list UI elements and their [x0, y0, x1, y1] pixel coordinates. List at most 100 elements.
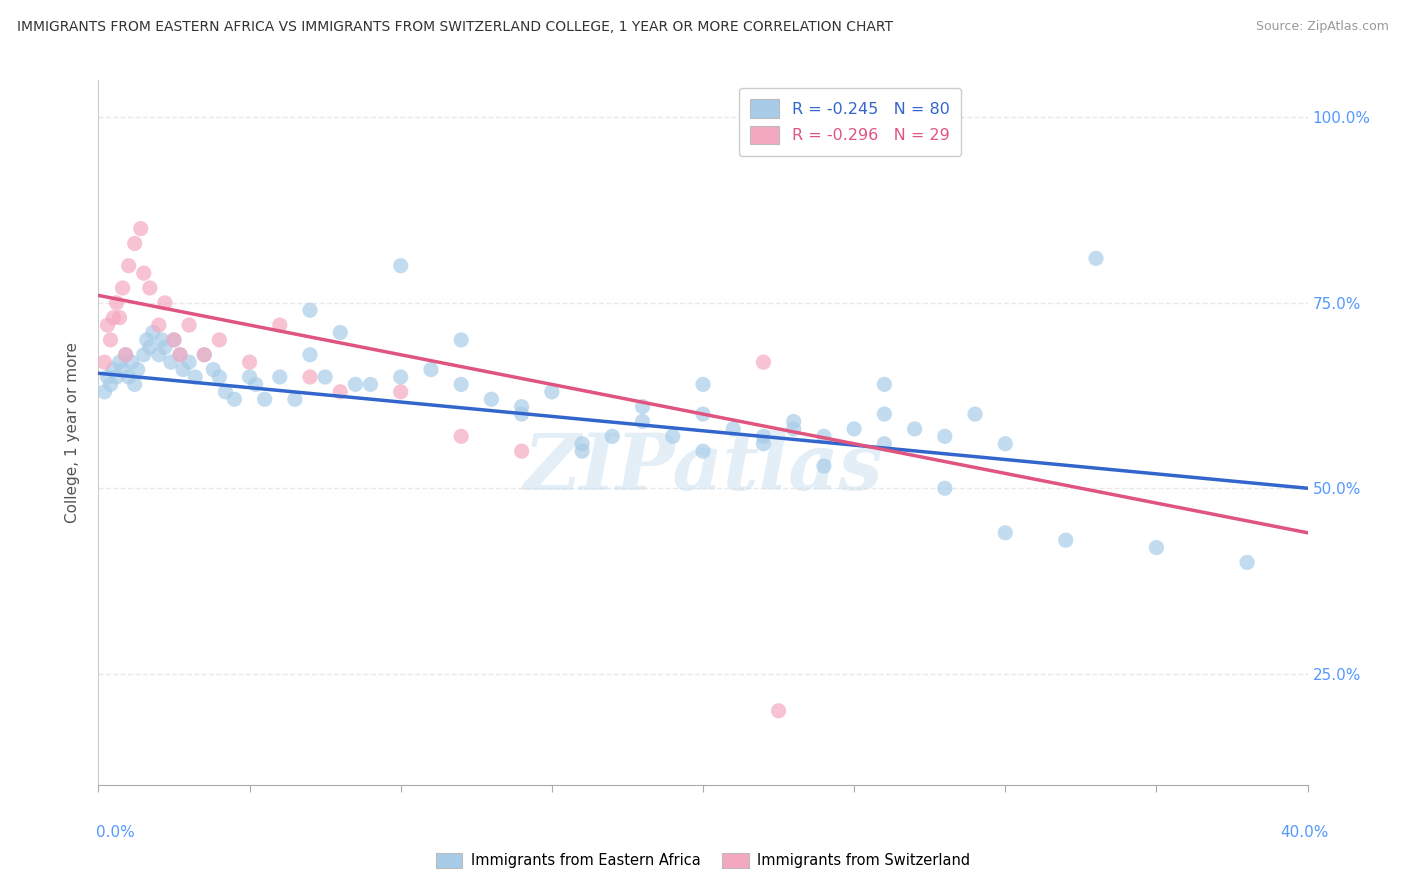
Point [93, 355, 115, 369]
Point [269, 318, 291, 332]
Point [420, 362, 443, 376]
Point [299, 303, 322, 318]
Point [873, 377, 896, 392]
Point [169, 348, 191, 362]
Point [752, 355, 775, 369]
Text: 40.0%: 40.0% [1281, 825, 1329, 840]
Point [783, 415, 806, 429]
Point [299, 370, 322, 384]
Point [510, 400, 533, 414]
Point [93, 384, 115, 399]
Point [214, 384, 236, 399]
Point [179, 355, 201, 369]
Point [813, 429, 835, 443]
Point [111, 281, 134, 295]
Point [934, 429, 956, 443]
Point [631, 415, 654, 429]
Point [127, 362, 149, 376]
Point [692, 407, 714, 421]
Point [994, 525, 1017, 540]
Point [844, 422, 866, 436]
Text: Source: ZipAtlas.com: Source: ZipAtlas.com [1256, 20, 1389, 33]
Point [111, 362, 134, 376]
Point [239, 355, 262, 369]
Point [184, 370, 207, 384]
Point [118, 370, 141, 384]
Point [450, 377, 472, 392]
Point [692, 444, 714, 458]
Point [692, 377, 714, 392]
Point [114, 348, 136, 362]
Point [510, 407, 533, 421]
Point [100, 377, 122, 392]
Point [873, 436, 896, 450]
Point [103, 362, 125, 376]
Point [994, 436, 1017, 450]
Point [129, 221, 152, 235]
Point [132, 266, 155, 280]
Point [1146, 541, 1168, 555]
Point [571, 436, 593, 450]
Point [752, 429, 775, 443]
Point [389, 370, 412, 384]
Point [1054, 533, 1077, 548]
Point [360, 377, 382, 392]
Point [934, 481, 956, 495]
Text: IMMIGRANTS FROM EASTERN AFRICA VS IMMIGRANTS FROM SWITZERLAND COLLEGE, 1 YEAR OR: IMMIGRANTS FROM EASTERN AFRICA VS IMMIGR… [17, 20, 893, 34]
Point [135, 333, 157, 347]
Point [239, 370, 262, 384]
Point [132, 348, 155, 362]
Point [284, 392, 307, 407]
Point [105, 370, 128, 384]
Point [299, 348, 322, 362]
Point [540, 384, 562, 399]
Point [1236, 556, 1258, 570]
Point [153, 340, 176, 354]
Point [163, 333, 186, 347]
Legend: R = -0.245   N = 80, R = -0.296   N = 29: R = -0.245 N = 80, R = -0.296 N = 29 [740, 88, 962, 155]
Point [103, 310, 125, 325]
Point [631, 400, 654, 414]
Point [768, 704, 790, 718]
Point [114, 348, 136, 362]
Point [139, 281, 162, 295]
Point [873, 407, 896, 421]
Point [96, 318, 118, 332]
Point [169, 348, 191, 362]
Point [723, 422, 745, 436]
Point [208, 333, 231, 347]
Point [172, 362, 194, 376]
Point [450, 333, 472, 347]
Point [105, 295, 128, 310]
Point [269, 370, 291, 384]
Point [108, 310, 131, 325]
Point [389, 259, 412, 273]
Point [661, 429, 683, 443]
Point [148, 318, 170, 332]
Point [344, 377, 367, 392]
Point [571, 444, 593, 458]
Point [179, 318, 201, 332]
Point [329, 384, 352, 399]
Point [329, 326, 352, 340]
Y-axis label: College, 1 year or more: College, 1 year or more [65, 343, 80, 523]
Point [100, 333, 122, 347]
Point [193, 348, 215, 362]
Point [193, 348, 215, 362]
Point [202, 362, 225, 376]
Point [124, 377, 146, 392]
Point [148, 348, 170, 362]
Point [314, 370, 336, 384]
Point [224, 392, 246, 407]
Point [1085, 252, 1108, 266]
Point [904, 422, 927, 436]
Point [752, 436, 775, 450]
Point [253, 392, 276, 407]
Point [389, 384, 412, 399]
Point [118, 259, 141, 273]
Legend: Immigrants from Eastern Africa, Immigrants from Switzerland: Immigrants from Eastern Africa, Immigran… [430, 847, 976, 874]
Point [142, 326, 165, 340]
Text: 0.0%: 0.0% [96, 825, 135, 840]
Point [124, 236, 146, 251]
Point [163, 333, 186, 347]
